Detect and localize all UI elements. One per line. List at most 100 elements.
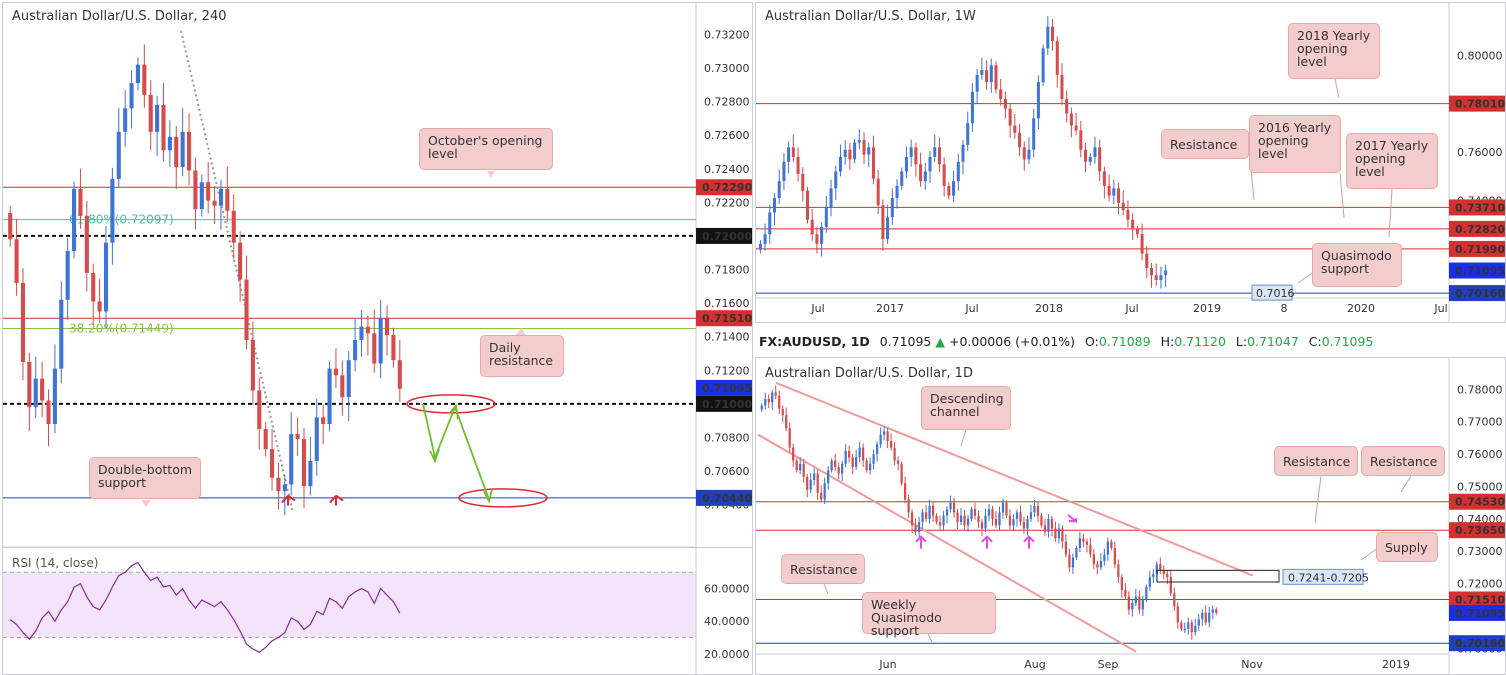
weekly-level-tag xyxy=(1449,240,1505,257)
weekly-level-label: 0.70160 xyxy=(1455,287,1505,300)
weekly-candle-body xyxy=(1003,99,1007,109)
daily-candle-body xyxy=(1064,541,1068,555)
daily-candle-body xyxy=(1040,515,1043,526)
callout-pointer-1 xyxy=(487,171,495,178)
daily-candle-body xyxy=(956,512,959,523)
daily-candle-body xyxy=(966,518,970,526)
h4-candle-body xyxy=(65,251,70,300)
h4-candle-body xyxy=(155,104,160,132)
h4-level-label: 0.72290 xyxy=(702,181,752,194)
daily-chart-panel[interactable]: Australian Dollar/U.S. Dollar, 1D 0.7800… xyxy=(755,357,1506,675)
weekly-candle-body xyxy=(914,147,918,165)
weekly-candle-body xyxy=(871,147,875,179)
daily-candle-body xyxy=(771,392,774,403)
h4-candle-body xyxy=(103,242,109,312)
daily-level-label: 0.70160 xyxy=(1455,637,1505,650)
daily-candle-body xyxy=(928,505,931,519)
daily-level-tag xyxy=(1449,635,1505,652)
daily-candle-body xyxy=(876,444,879,455)
connector-2018 xyxy=(1334,78,1340,99)
fib-label: 61.80%(0.72097) xyxy=(69,213,174,227)
daily-candle-body xyxy=(1113,548,1116,565)
weekly-candle-body xyxy=(999,89,1003,100)
h4-candle-body xyxy=(365,326,370,334)
weekly-candle-body xyxy=(1051,26,1055,42)
daily-candle-body xyxy=(1047,518,1050,532)
weekly-candle-body xyxy=(1154,275,1158,281)
daily-candle-body xyxy=(1057,528,1061,539)
weekly-chart-panel[interactable]: Australian Dollar/U.S. Dollar, 1W 0.8000… xyxy=(755,2,1506,323)
daily-candle-body xyxy=(1204,612,1207,623)
weekly-candle-body xyxy=(805,190,809,220)
daily-candle-body xyxy=(952,502,956,513)
daily-candle-body xyxy=(802,463,805,477)
h4-candle-body xyxy=(180,131,185,168)
h4-level-tag xyxy=(696,395,752,412)
daily-close: 0.71095 xyxy=(1321,334,1374,349)
daily-candle-body xyxy=(848,450,851,458)
daily-candle-body xyxy=(1176,606,1179,623)
h4-chart-panel[interactable]: Australian Dollar/U.S. Dollar, 240 0.732… xyxy=(2,2,753,548)
h4-chart-svg: 0.73200 0.73000 0.72800 0.72600 0.72400 0.722… xyxy=(3,3,752,547)
weekly-candle-body xyxy=(1060,74,1064,100)
h4-candle-body xyxy=(359,326,364,341)
weekly-candle-body xyxy=(1149,268,1154,276)
channel-upper-line xyxy=(775,381,1254,577)
daily-candle-body xyxy=(879,434,882,445)
daily-candle-body xyxy=(924,512,928,519)
h4-level-tag xyxy=(696,227,752,244)
h4-candle-body xyxy=(257,390,262,430)
daily-candle-body xyxy=(921,512,924,523)
daily-candle-body xyxy=(987,509,991,516)
weekly-candle-body xyxy=(862,140,866,155)
daily-candle-body xyxy=(896,460,900,464)
h4-candle-body xyxy=(167,136,172,151)
annotation-2016-yearly-opening: 2016 Yearly opening level xyxy=(1249,115,1341,173)
weekly-candle-body xyxy=(966,123,970,145)
h4-candle-body xyxy=(84,215,89,273)
h4-level-label: 0.71510 xyxy=(702,312,752,325)
daily-candle-body xyxy=(1106,541,1109,555)
daily-candle-body xyxy=(1124,590,1127,597)
weekly-candle-body xyxy=(1069,113,1073,126)
daily-level-label: 0.71510 xyxy=(1455,593,1505,606)
daily-candle-body xyxy=(882,431,886,435)
h4-candle-body xyxy=(59,299,64,369)
h4-y-tick: 0.71800 xyxy=(704,264,750,277)
daily-candle-body xyxy=(1134,596,1137,604)
weekly-candle-body xyxy=(985,70,989,83)
weekly-candle-body xyxy=(1117,188,1121,203)
rsi-y-tick: 60.0000 xyxy=(704,583,750,596)
weekly-candle-body xyxy=(937,147,941,165)
daily-candle-body xyxy=(1180,622,1183,629)
daily-candle-body xyxy=(1159,564,1162,571)
daily-candle-body xyxy=(830,460,833,471)
weekly-candle-body xyxy=(1088,156,1092,162)
daily-candle-body xyxy=(858,447,861,458)
weekly-level-label: 0.71990 xyxy=(1455,243,1505,256)
h4-y-tick: 0.72200 xyxy=(704,196,750,209)
daily-candle-body xyxy=(1054,528,1057,539)
rsi-panel[interactable]: RSI (14, close) 60.0000 40.0000 20.0000 xyxy=(2,547,753,675)
h4-candle-body xyxy=(142,64,147,95)
weekly-level-tag xyxy=(1449,220,1505,237)
weekly-candle-body xyxy=(810,219,814,235)
connector-2016 xyxy=(1339,172,1345,219)
weekly-candle-body xyxy=(820,226,824,244)
daily-candle-body xyxy=(959,515,963,523)
h4-candle-body xyxy=(372,333,377,364)
daily-x-tick: 2019 xyxy=(1382,658,1410,671)
daily-candle-body xyxy=(931,505,935,516)
target-ellipse-lower xyxy=(458,488,548,508)
daily-candle-body xyxy=(938,522,942,526)
daily-candle-body xyxy=(1061,528,1064,542)
weekly-x-tick: Jul xyxy=(1124,302,1138,315)
weekly-candle-body xyxy=(1102,171,1106,186)
weekly-candle-body xyxy=(961,144,965,162)
weekly-candle-body xyxy=(801,173,805,191)
connector-quasimodo xyxy=(927,633,933,643)
h4-candle-body xyxy=(346,360,351,398)
weekly-candle-body xyxy=(829,188,833,208)
weekly-candle-body xyxy=(895,185,899,198)
daily-y-tick: 0.76000 xyxy=(1457,448,1503,461)
